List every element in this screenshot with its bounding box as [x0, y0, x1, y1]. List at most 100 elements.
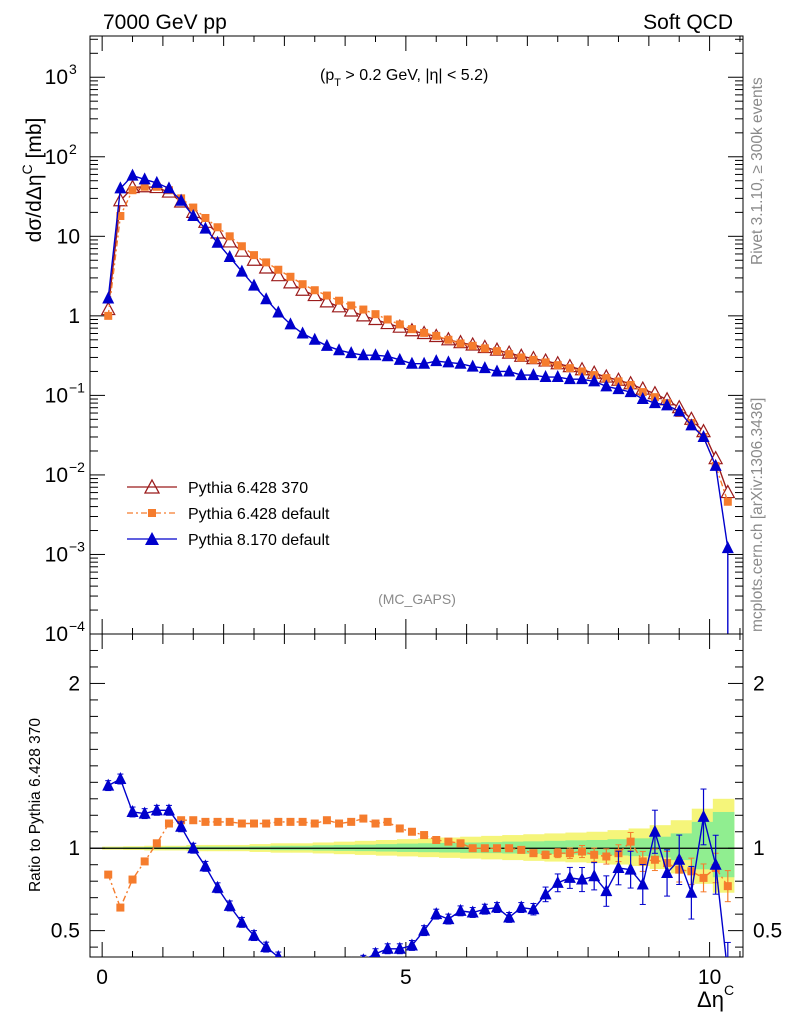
data-point-p6-default: [432, 331, 441, 340]
data-point-ratio-p6-default: [505, 844, 514, 853]
data-point-p6-default: [237, 242, 246, 251]
data-point-p6-370: [295, 281, 311, 296]
data-point-p8-default: [150, 175, 163, 188]
data-point-ratio-p8-default: [187, 841, 200, 854]
x-tick-label: 0: [96, 966, 108, 989]
bottom-series-group: [102, 772, 734, 978]
data-point-p8-default: [284, 317, 297, 330]
data-point-p6-default: [128, 186, 137, 195]
data-point-p6-default: [286, 272, 295, 281]
top-ylabel-unit: [mb]: [23, 118, 46, 165]
data-point-ratio-p6-default: [189, 816, 198, 825]
data-point-ratio-p6-default: [237, 819, 246, 828]
data-point-ratio-p6-default: [650, 855, 659, 864]
data-point-ratio-p8-default: [223, 898, 236, 911]
data-point-ratio-p8-default: [527, 902, 540, 915]
data-point-ratio-p8-default: [539, 887, 552, 900]
data-point-ratio-p6-default: [104, 870, 113, 879]
legend-marker-p6-default: [148, 509, 156, 517]
data-point-ratio-p8-default: [709, 857, 722, 870]
data-point-ratio-p8-default: [576, 872, 589, 885]
x-tick-label: 5: [400, 966, 412, 989]
xlabel-main: Δη: [697, 987, 724, 1012]
data-point-p6-default: [104, 311, 113, 320]
data-point-p8-default: [551, 370, 564, 383]
data-point-p6-370: [343, 302, 359, 317]
data-point-p6-default: [347, 301, 356, 310]
data-point-p8-default: [296, 326, 309, 339]
top-ylabel-sup: C: [19, 164, 35, 174]
data-point-ratio-p8-default: [381, 941, 394, 954]
data-point-ratio-p6-default: [274, 817, 283, 826]
data-point-ratio-p6-default: [371, 819, 380, 828]
data-point-ratio-p6-default: [213, 817, 222, 826]
data-point-ratio-p8-default: [393, 941, 406, 954]
header-right-label: Soft QCD: [643, 11, 733, 34]
data-point-p6-default: [322, 291, 331, 300]
data-point-p8-default: [102, 291, 115, 304]
data-point-ratio-p8-default: [478, 902, 491, 915]
data-point-p6-default: [310, 286, 319, 295]
data-point-ratio-p8-default: [673, 852, 686, 865]
mcplots-label: mcplots.cern.ch [arXiv:1306.3436]: [749, 398, 766, 632]
data-point-ratio-p8-default: [126, 804, 139, 817]
legend-item-p6-370: Pythia 6.428 370: [127, 478, 308, 497]
top-y-tick-exponent: −3: [69, 538, 85, 554]
data-point-ratio-p6-default: [444, 837, 453, 846]
data-point-ratio-p6-default: [602, 852, 611, 861]
data-point-p6-default: [553, 361, 562, 370]
data-point-p8-default: [199, 221, 212, 234]
data-point-p8-default: [405, 356, 418, 369]
data-point-ratio-p6-default: [517, 845, 526, 854]
data-point-ratio-p6-default: [128, 875, 137, 884]
bottom-y-tick-label-left: 1: [68, 837, 80, 860]
legend-label-p6-370: Pythia 6.428 370: [188, 480, 308, 497]
bottom-y-tick-label-right: 1: [753, 837, 765, 860]
top-y-tick-exponent: 3: [69, 61, 77, 77]
bottom-y-tick-label-left: 2: [68, 672, 80, 695]
data-point-p8-default: [235, 264, 248, 277]
data-point-p8-default: [442, 355, 455, 368]
data-point-p8-default: [393, 352, 406, 365]
data-point-ratio-p6-default: [359, 814, 368, 823]
data-point-ratio-p8-default: [235, 915, 248, 928]
data-point-p8-default: [187, 209, 200, 222]
data-point-p8-default: [527, 368, 540, 381]
data-point-p8-default: [138, 172, 151, 185]
data-point-ratio-p8-default: [722, 966, 734, 978]
data-point-p6-default: [480, 344, 489, 353]
data-point-p8-default: [308, 332, 321, 345]
top-y-tick-exponent: −1: [69, 379, 85, 395]
data-point-p8-default: [114, 181, 127, 194]
data-point-ratio-p8-default: [211, 880, 224, 893]
data-point-ratio-p6-default: [395, 824, 404, 833]
data-point-p6-370: [222, 233, 238, 248]
data-point-p6-default: [383, 315, 392, 324]
data-point-p8-default: [418, 356, 431, 369]
data-point-ratio-p8-default: [490, 900, 503, 913]
data-point-p8-default: [490, 364, 503, 377]
ratio-line-ratio-p8-default: [107, 777, 727, 957]
data-point-p6-default: [395, 320, 404, 329]
data-point-ratio-p8-default: [612, 861, 625, 874]
data-point-p8-default: [454, 356, 467, 369]
data-point-p6-default: [371, 310, 380, 319]
data-point-p8-default: [539, 370, 552, 383]
cut-prefix: (p: [320, 67, 334, 84]
bottom-panel: 0 5 10 0.5 0.5 1 1 2 2: [51, 633, 782, 989]
data-point-ratio-p6-default: [250, 819, 259, 828]
data-point-p8-default: [600, 379, 613, 392]
data-point-p8-default: [515, 368, 528, 381]
data-point-ratio-p6-default: [335, 819, 344, 828]
data-point-ratio-p6-default: [322, 816, 331, 825]
data-point-ratio-p6-default: [638, 857, 647, 866]
legend-item-p8-default: Pythia 8.170 default: [127, 532, 330, 549]
bottom-y-tick-label-left: 0.5: [51, 920, 80, 943]
data-point-ratio-p8-default: [405, 938, 418, 951]
data-point-p6-default: [723, 497, 732, 506]
top-y-tick-label: 10: [45, 543, 68, 566]
data-point-p6-370: [319, 293, 335, 308]
data-point-p8-default: [661, 398, 674, 411]
data-point-p6-default: [359, 305, 368, 314]
